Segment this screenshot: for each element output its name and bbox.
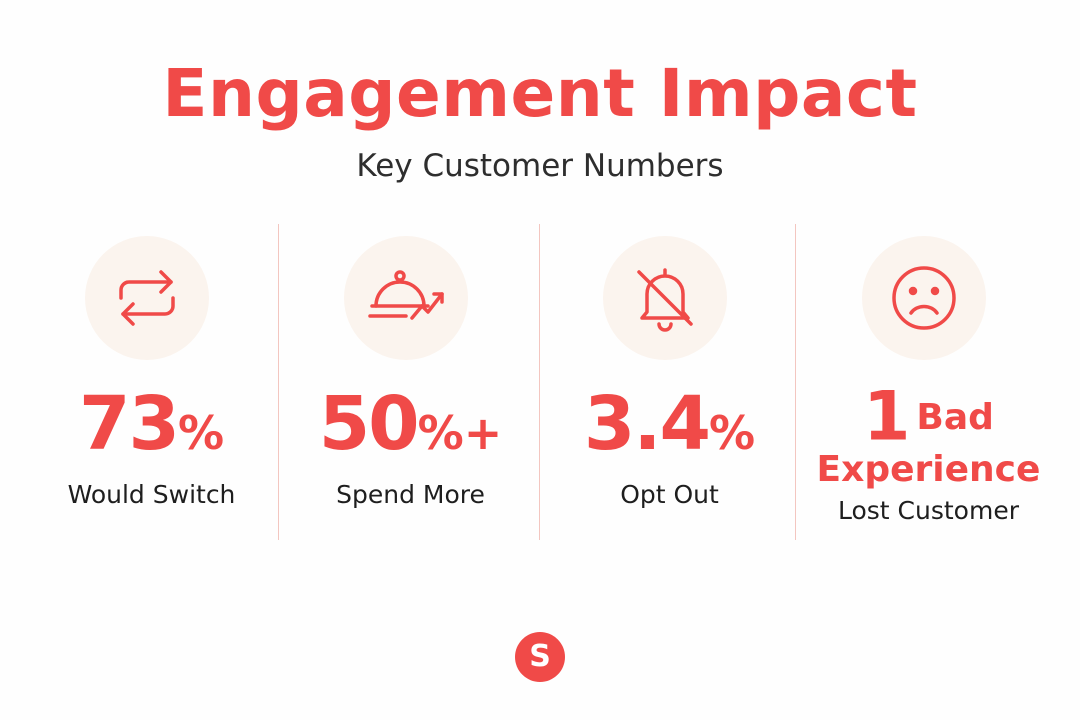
column-divider [539, 224, 540, 540]
page-subtitle: Key Customer Numbers [356, 148, 724, 184]
stat-number: 73 [78, 381, 180, 467]
stat-icon-circle [344, 236, 468, 360]
stats-row: 73% Would Switch 50%+ Spend More [22, 224, 1058, 540]
stat-label: Would Switch [67, 480, 236, 509]
stat-number: 1 [863, 377, 911, 457]
column-divider [278, 224, 279, 540]
stat-label: Opt Out [620, 480, 719, 509]
stat-icon-circle [862, 236, 986, 360]
stat-unit: %+ [417, 406, 503, 460]
stat-icon-circle [603, 236, 727, 360]
stat-spend-more: 50%+ Spend More [281, 224, 540, 540]
stat-opt-out: 3.4% Opt Out [540, 224, 799, 540]
stat-value: 1 Bad Experience [799, 383, 1058, 490]
stat-value: 3.4% [540, 386, 799, 482]
stat-value: 73% [22, 386, 281, 482]
page-title: Engagement Impact [162, 55, 918, 132]
stat-label: Lost Customer [838, 496, 1019, 525]
repeat-arrows-icon [119, 270, 175, 326]
stat-word: Bad [916, 396, 994, 438]
bell-off-icon [637, 268, 693, 332]
brand-logo-icon: S [515, 632, 565, 682]
stat-number: 50 [318, 381, 420, 467]
stat-label: Spend More [336, 480, 485, 509]
stat-icon-circle [85, 236, 209, 360]
sad-face-icon [892, 266, 956, 330]
stat-number: 3.4 [583, 381, 711, 467]
stat-lost-customer: 1 Bad Experience Lost Customer [799, 224, 1058, 540]
stat-unit: % [709, 406, 756, 460]
food-cloche-trend-up-icon [368, 270, 444, 320]
stat-value: 50%+ [281, 386, 540, 482]
stat-value-line-1: 1 Bad [799, 383, 1058, 451]
column-divider [795, 224, 796, 540]
stat-value-line-2: Experience [816, 449, 1041, 490]
stat-would-switch: 73% Would Switch [22, 224, 281, 540]
stat-unit: % [177, 406, 225, 460]
